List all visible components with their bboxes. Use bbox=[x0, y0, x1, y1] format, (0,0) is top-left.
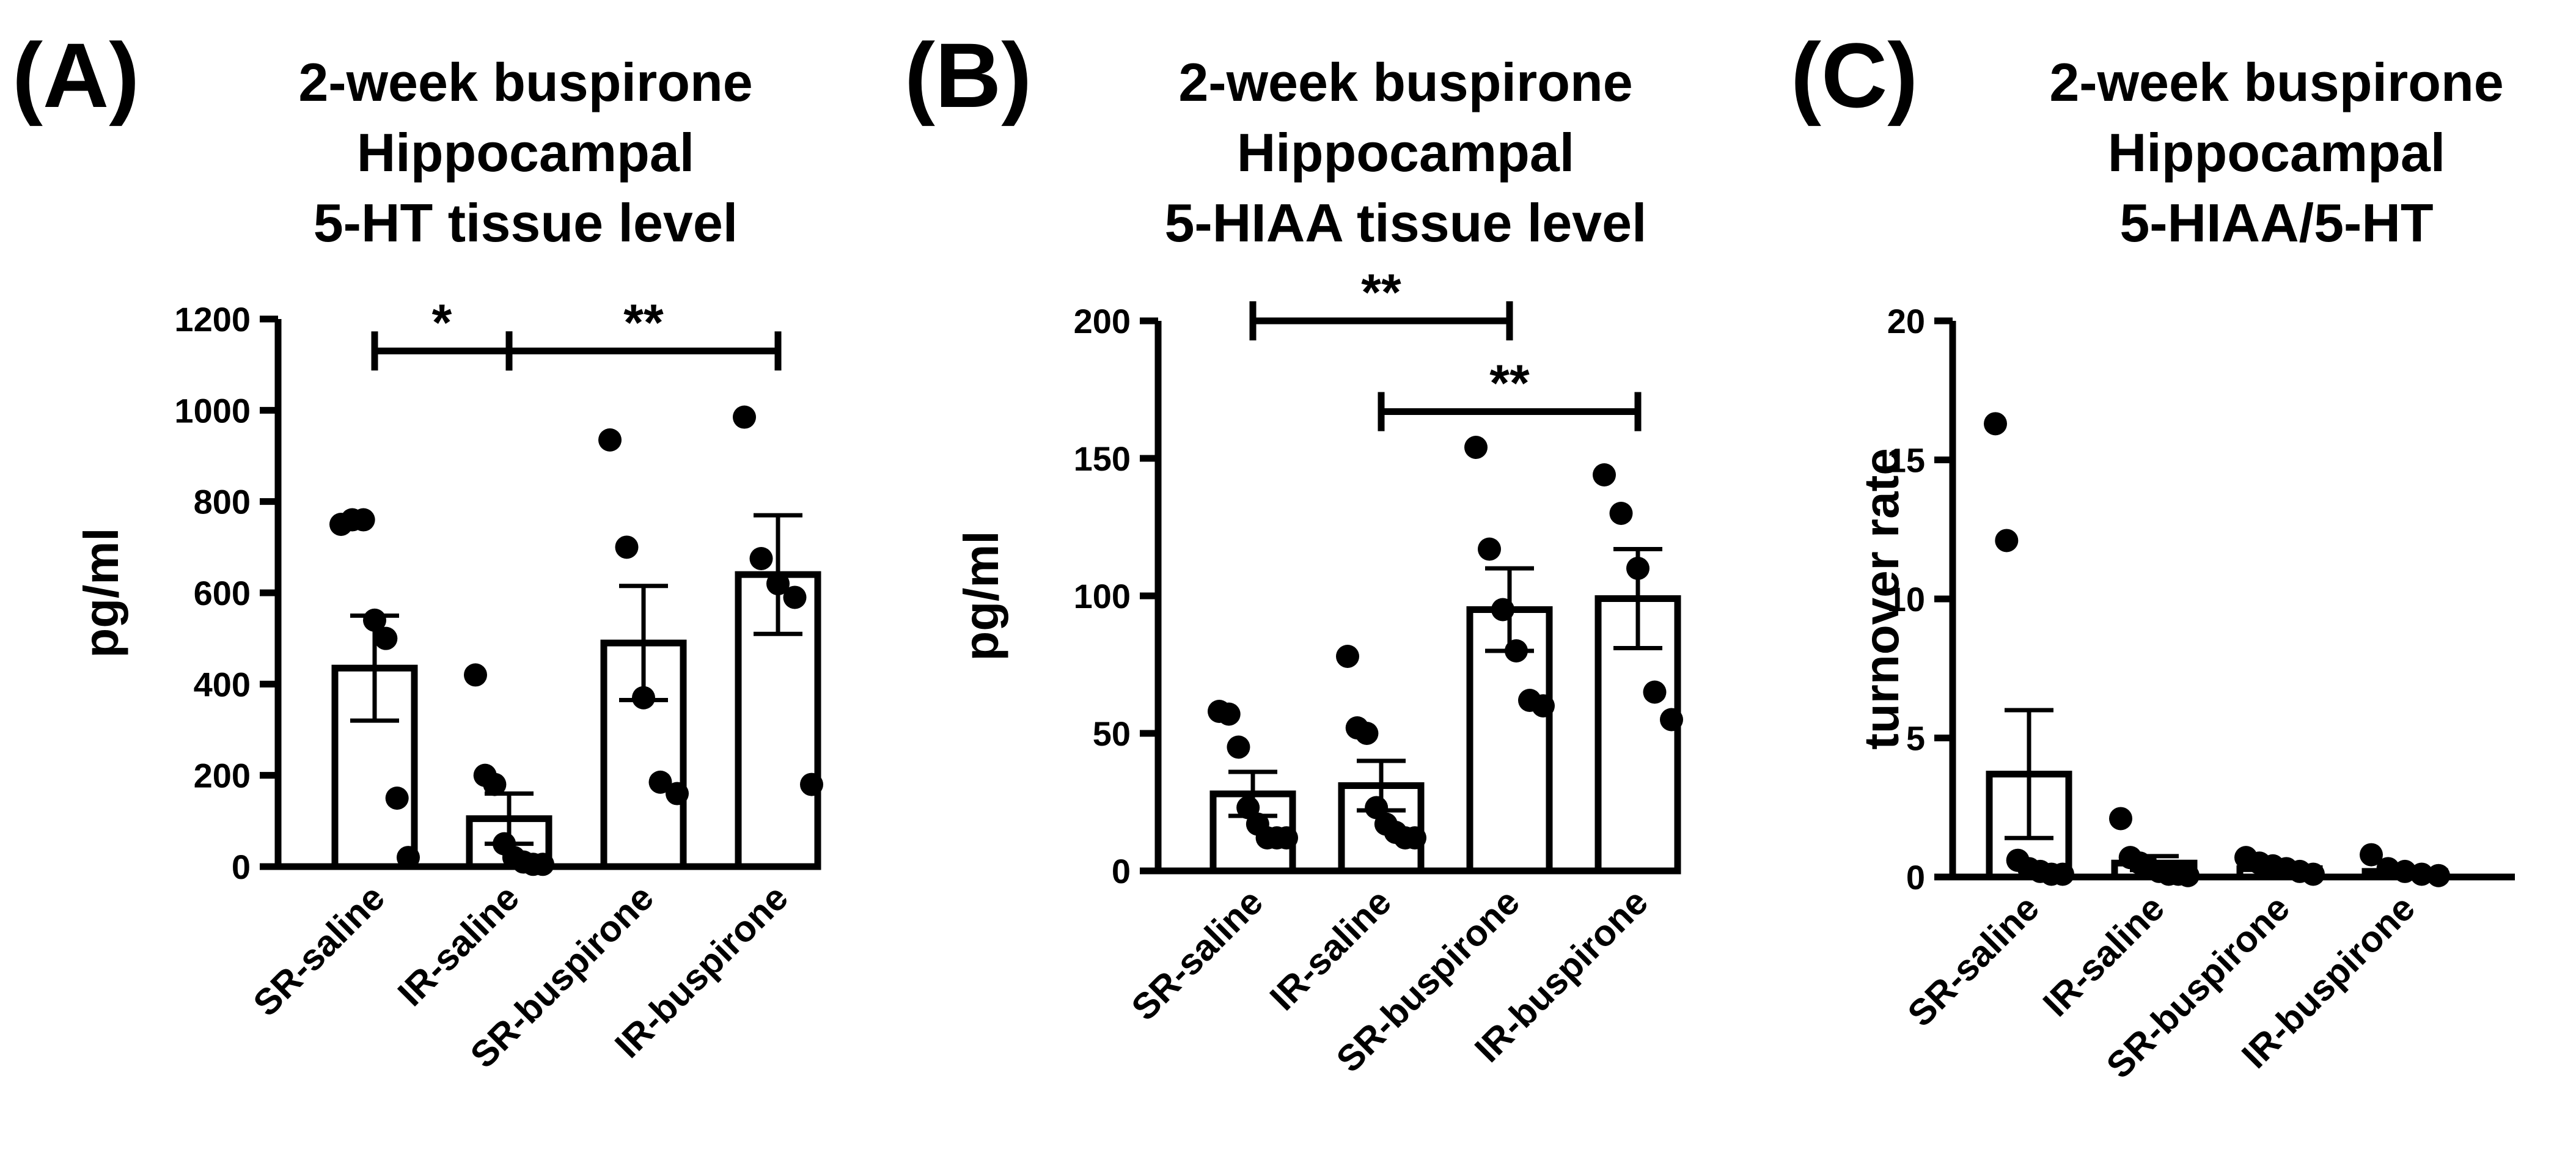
y-tick-label: 1200 bbox=[174, 300, 251, 339]
y-axis-label: turnover rate bbox=[1854, 448, 1909, 749]
data-point bbox=[483, 772, 507, 796]
chart-title-line: Hippocampal bbox=[357, 122, 695, 183]
y-tick-label: 50 bbox=[1093, 714, 1131, 753]
data-point bbox=[2410, 862, 2434, 886]
significance-label: ** bbox=[1361, 263, 1401, 321]
data-point bbox=[1995, 529, 2019, 552]
x-category-label: SR-saline bbox=[245, 877, 392, 1024]
y-axis-label: pg/ml bbox=[954, 530, 1008, 661]
data-point bbox=[1478, 537, 1501, 561]
data-point bbox=[464, 663, 487, 687]
y-tick-label: 0 bbox=[1112, 852, 1131, 890]
data-point bbox=[598, 428, 622, 452]
data-point bbox=[531, 853, 554, 876]
significance-label: ** bbox=[1489, 354, 1530, 412]
data-point bbox=[1593, 463, 1616, 486]
chart-title-line: 5-HT tissue level bbox=[314, 193, 738, 253]
data-point bbox=[1491, 598, 1514, 622]
data-point bbox=[1643, 680, 1667, 704]
data-point bbox=[800, 772, 823, 796]
data-point bbox=[2302, 862, 2325, 886]
y-tick-label: 800 bbox=[194, 483, 251, 521]
data-point bbox=[385, 787, 409, 810]
data-point bbox=[1403, 826, 1426, 849]
data-point bbox=[749, 547, 773, 570]
data-point bbox=[615, 535, 639, 559]
y-tick-label: 20 bbox=[1887, 302, 1925, 340]
data-point bbox=[766, 572, 790, 596]
data-point bbox=[2051, 862, 2074, 886]
data-point bbox=[1609, 502, 1633, 525]
panel-letter: (B) bbox=[905, 24, 1032, 127]
y-tick-label: 100 bbox=[1074, 577, 1131, 615]
data-point bbox=[1505, 639, 1528, 662]
y-tick-label: 600 bbox=[194, 574, 251, 612]
data-point bbox=[363, 608, 386, 632]
panel-2: (B) 2-week buspirone Hippocampal 5-HIAA tis… bbox=[905, 24, 1683, 1080]
data-point bbox=[648, 770, 672, 794]
data-point bbox=[397, 846, 420, 870]
data-point bbox=[1355, 722, 1379, 745]
y-tick-label: 1000 bbox=[174, 391, 251, 430]
x-category-label: IR-saline bbox=[1262, 881, 1399, 1018]
chart-title-line: 2-week buspirone bbox=[298, 52, 752, 112]
data-point bbox=[1336, 645, 1359, 668]
data-point bbox=[733, 405, 756, 429]
significance-label: * bbox=[432, 293, 452, 351]
significance-label: ** bbox=[623, 293, 664, 351]
x-category-label: SR-saline bbox=[1899, 887, 2047, 1035]
chart-title-line: Hippocampal bbox=[2108, 122, 2446, 183]
bar bbox=[735, 571, 821, 870]
y-tick-label: 0 bbox=[232, 848, 251, 886]
chart-title-line: 5-HIAA tissue level bbox=[1164, 193, 1646, 253]
data-point bbox=[2109, 807, 2132, 831]
data-point bbox=[1275, 826, 1298, 849]
y-tick-label: 150 bbox=[1074, 439, 1131, 478]
y-tick-label: 400 bbox=[194, 665, 251, 703]
y-tick-label: 0 bbox=[1906, 858, 1925, 897]
data-point bbox=[1217, 702, 1241, 726]
y-tick-label: 200 bbox=[1074, 302, 1131, 340]
data-point bbox=[1532, 694, 1555, 717]
y-tick-label: 200 bbox=[194, 757, 251, 795]
data-point bbox=[1227, 735, 1250, 759]
data-point bbox=[1626, 557, 1649, 580]
data-point bbox=[2176, 864, 2200, 887]
panel-letter: (A) bbox=[12, 24, 139, 127]
y-axis-label: pg/ml bbox=[74, 527, 128, 658]
x-category-label: IR-saline bbox=[390, 877, 527, 1014]
data-point bbox=[351, 508, 375, 532]
data-point bbox=[2427, 864, 2450, 887]
data-point bbox=[1660, 708, 1683, 732]
chart-title-line: 2-week buspirone bbox=[1178, 52, 1632, 112]
y-tick-label: 5 bbox=[1906, 719, 1925, 758]
x-category-label: SR-saline bbox=[1123, 881, 1271, 1029]
panel-letter: (C) bbox=[1791, 24, 1918, 127]
data-point bbox=[2360, 843, 2383, 867]
data-point bbox=[783, 585, 807, 609]
data-point bbox=[374, 626, 398, 650]
data-point bbox=[1464, 436, 1488, 459]
chart-title-line: 2-week buspirone bbox=[2049, 52, 2503, 112]
data-point bbox=[632, 686, 655, 710]
chart-title-line: 5-HIAA/5-HT bbox=[2119, 193, 2433, 253]
chart-title-line: Hippocampal bbox=[1237, 122, 1575, 183]
panel-1: (A) 2-week buspirone Hippocampal 5-HT tissu… bbox=[12, 24, 823, 1076]
data-point bbox=[666, 782, 689, 805]
y-tick-label: 15 bbox=[1887, 441, 1925, 480]
panel-3: (C) 2-week buspirone Hippocampal 5-HIAA/5-H… bbox=[1791, 24, 2515, 1086]
data-point bbox=[1984, 412, 2007, 436]
y-tick-label: 10 bbox=[1887, 580, 1925, 618]
